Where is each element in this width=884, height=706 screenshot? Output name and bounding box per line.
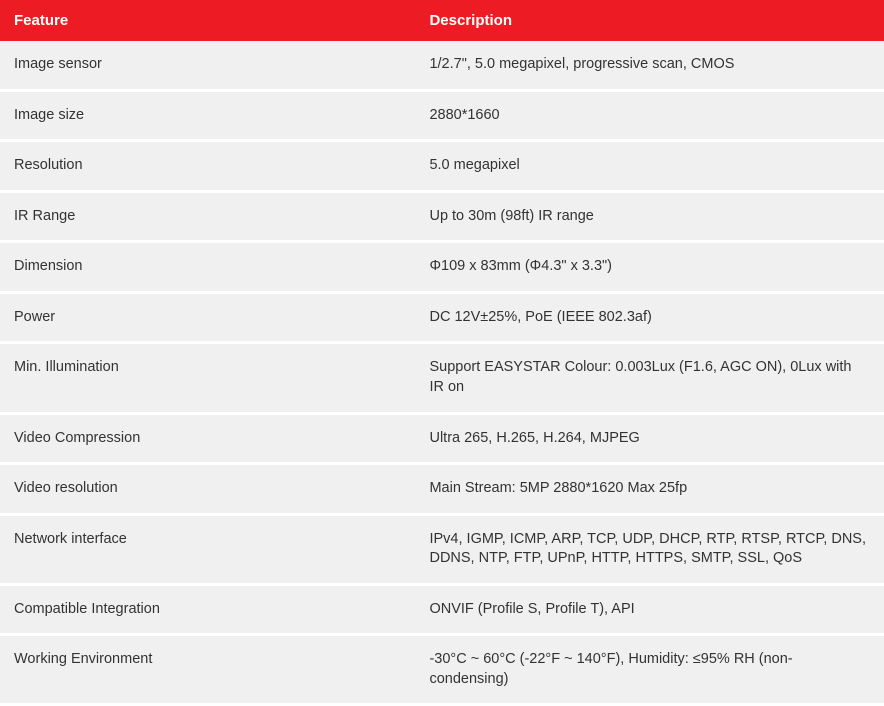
cell-feature: Working Environment — [0, 635, 415, 705]
cell-feature: Network interface — [0, 514, 415, 584]
cell-description: ONVIF (Profile S, Profile T), API — [415, 584, 884, 635]
table-row: Compatible Integration ONVIF (Profile S,… — [0, 584, 884, 635]
cell-description: Up to 30m (98ft) IR range — [415, 191, 884, 242]
cell-description: 2880*1660 — [415, 90, 884, 141]
table-row: Video Compression Ultra 265, H.265, H.26… — [0, 413, 884, 464]
table-row: Working Environment -30°C ~ 60°C (-22°F … — [0, 635, 884, 705]
cell-description: Ultra 265, H.265, H.264, MJPEG — [415, 413, 884, 464]
cell-feature: Video resolution — [0, 464, 415, 515]
cell-description: DC 12V±25%, PoE (IEEE 802.3af) — [415, 292, 884, 343]
cell-feature: Power — [0, 292, 415, 343]
table-row: Resolution 5.0 megapixel — [0, 141, 884, 192]
column-header-description: Description — [415, 0, 884, 41]
cell-feature: Image size — [0, 90, 415, 141]
cell-description: -30°C ~ 60°C (-22°F ~ 140°F), Humidity: … — [415, 635, 884, 705]
cell-feature: IR Range — [0, 191, 415, 242]
table-row: Min. Illumination Support EASYSTAR Colou… — [0, 343, 884, 413]
table-row: Network interface IPv4, IGMP, ICMP, ARP,… — [0, 514, 884, 584]
cell-description: 1/2.7", 5.0 megapixel, progressive scan,… — [415, 41, 884, 90]
cell-feature: Video Compression — [0, 413, 415, 464]
cell-description: Φ109 x 83mm (Φ4.3" x 3.3") — [415, 242, 884, 293]
table-row: Video resolution Main Stream: 5MP 2880*1… — [0, 464, 884, 515]
table-row: IR Range Up to 30m (98ft) IR range — [0, 191, 884, 242]
table-header-row: Feature Description — [0, 0, 884, 41]
cell-description: 5.0 megapixel — [415, 141, 884, 192]
cell-feature: Image sensor — [0, 41, 415, 90]
cell-description: IPv4, IGMP, ICMP, ARP, TCP, UDP, DHCP, R… — [415, 514, 884, 584]
cell-description: Main Stream: 5MP 2880*1620 Max 25fp — [415, 464, 884, 515]
table-row: Image sensor 1/2.7", 5.0 megapixel, prog… — [0, 41, 884, 90]
cell-description: Support EASYSTAR Colour: 0.003Lux (F1.6,… — [415, 343, 884, 413]
table-row: Image size 2880*1660 — [0, 90, 884, 141]
cell-feature: Min. Illumination — [0, 343, 415, 413]
cell-feature: Resolution — [0, 141, 415, 192]
table-row: Power DC 12V±25%, PoE (IEEE 802.3af) — [0, 292, 884, 343]
table-row: Dimension Φ109 x 83mm (Φ4.3" x 3.3") — [0, 242, 884, 293]
column-header-feature: Feature — [0, 0, 415, 41]
spec-table: Feature Description Image sensor 1/2.7",… — [0, 0, 884, 706]
cell-feature: Dimension — [0, 242, 415, 293]
cell-feature: Compatible Integration — [0, 584, 415, 635]
